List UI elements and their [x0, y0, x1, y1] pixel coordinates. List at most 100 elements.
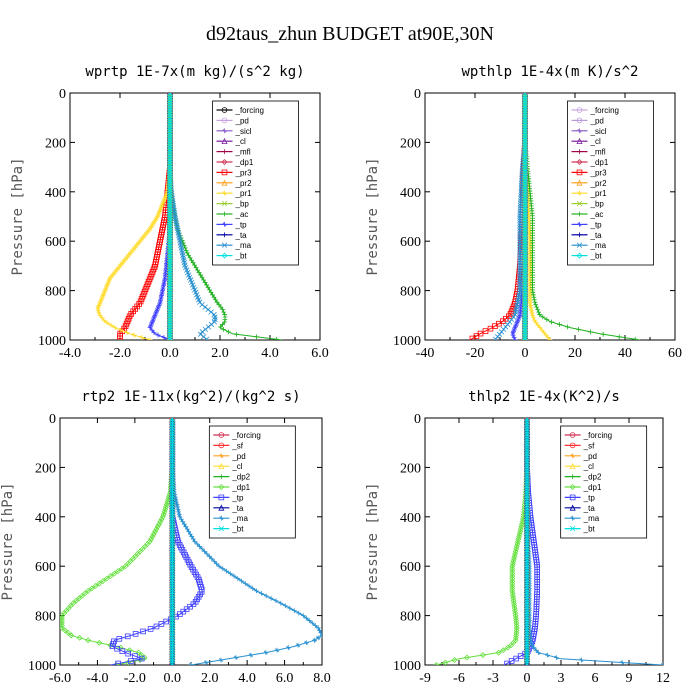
series-point — [169, 655, 175, 662]
series-point — [157, 209, 162, 214]
legend-label: _tp — [235, 220, 248, 229]
series-point — [150, 531, 157, 538]
series-point — [517, 264, 523, 271]
legend-label: _mfl — [235, 148, 251, 157]
series-point — [169, 638, 175, 644]
series-point — [254, 588, 259, 594]
series-point — [224, 568, 229, 574]
series-point — [169, 512, 175, 519]
series-point — [169, 641, 175, 647]
series-point — [510, 558, 517, 565]
legend-marker — [218, 494, 225, 501]
series-point — [99, 295, 105, 301]
y-tick-label: 800 — [45, 285, 66, 300]
series-point — [187, 255, 193, 261]
legend-marker — [221, 179, 228, 186]
series-point — [103, 575, 110, 582]
figure-title: d92taus_zhun BUDGET at90E,30N — [206, 23, 494, 45]
series-point — [133, 243, 139, 249]
series-point — [248, 652, 254, 658]
series-point — [513, 632, 520, 639]
series-point — [169, 574, 175, 580]
series-point — [92, 582, 99, 589]
y-tick-label: 800 — [35, 610, 56, 625]
series-point — [513, 629, 520, 636]
series-point — [549, 319, 554, 325]
series-point — [169, 631, 175, 637]
series-point — [517, 250, 523, 256]
series-point — [150, 317, 156, 323]
y-axis-label: Pressure [hPa] — [365, 157, 381, 275]
series-point — [509, 587, 516, 594]
series-point — [60, 624, 65, 631]
series-point — [182, 245, 188, 251]
series-point — [537, 312, 543, 317]
series-point — [169, 537, 175, 543]
x-tick-label: 6 — [592, 671, 599, 686]
series-point — [517, 274, 523, 281]
series-point — [129, 248, 135, 254]
series-point — [169, 463, 175, 469]
legend-marker — [218, 474, 224, 479]
series-point — [169, 505, 175, 511]
series-point — [216, 302, 222, 308]
series-point — [214, 299, 220, 305]
series-point — [463, 654, 470, 661]
series-point — [169, 571, 175, 578]
series-point — [82, 590, 89, 597]
series-point — [101, 290, 107, 296]
series-point — [169, 480, 175, 486]
series-point — [153, 216, 159, 222]
x-tick-label: -40 — [416, 346, 435, 361]
series-point — [513, 627, 520, 634]
series-point — [140, 628, 146, 635]
series-point — [616, 334, 622, 340]
series-point — [113, 268, 119, 274]
series-point — [199, 329, 206, 335]
series-point — [514, 538, 521, 545]
series-point — [516, 533, 523, 540]
series-point — [162, 503, 169, 510]
series-point — [169, 428, 175, 435]
series-point — [111, 570, 118, 577]
series-point — [157, 300, 163, 306]
legend-marker — [221, 107, 228, 113]
x-tick-label: 3 — [558, 671, 565, 686]
legend-marker — [576, 169, 583, 176]
series-point — [442, 659, 449, 665]
legend-marker — [222, 149, 227, 154]
series-point — [195, 267, 200, 273]
x-tick-label: -20 — [466, 346, 485, 361]
series-point — [167, 337, 173, 340]
series-point — [517, 312, 523, 318]
series-point — [554, 655, 559, 660]
series-point — [169, 648, 175, 654]
series-point — [169, 478, 175, 484]
series-point — [660, 662, 663, 665]
series-point — [220, 307, 226, 313]
series-line-dp1 — [436, 418, 528, 665]
legend-marker — [222, 232, 227, 238]
x-tick-label: -9 — [419, 671, 431, 686]
legend-label: _ma — [590, 241, 607, 250]
series-point — [278, 600, 284, 606]
series-point — [169, 616, 175, 622]
series-point — [161, 335, 167, 340]
series-point — [162, 278, 167, 284]
legend-marker — [576, 179, 583, 186]
series-point — [169, 492, 175, 499]
series-point — [517, 220, 523, 226]
series-point — [296, 610, 302, 616]
legend-marker — [577, 128, 582, 134]
legend-marker — [222, 128, 227, 134]
series-point — [169, 633, 175, 640]
series-point — [239, 578, 244, 584]
series-point — [184, 250, 190, 256]
series-point — [169, 495, 175, 501]
x-tick-label: 0 — [524, 671, 531, 686]
legend-marker — [222, 211, 227, 217]
legend-label: _bp — [235, 200, 250, 209]
